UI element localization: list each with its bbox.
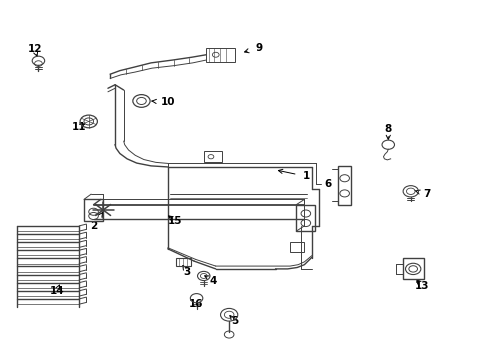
- Bar: [337, 166, 351, 205]
- Text: 7: 7: [414, 189, 429, 199]
- Text: 6: 6: [324, 179, 331, 189]
- Bar: [176, 258, 190, 266]
- Text: 4: 4: [204, 275, 217, 285]
- Text: 11: 11: [72, 122, 86, 132]
- Text: 3: 3: [183, 266, 190, 277]
- Bar: [203, 151, 222, 162]
- Bar: [289, 242, 304, 252]
- Text: 9: 9: [244, 43, 262, 53]
- Text: 12: 12: [27, 45, 42, 56]
- Text: 10: 10: [152, 98, 175, 107]
- Text: 14: 14: [49, 285, 64, 296]
- Bar: [84, 199, 103, 221]
- Text: 13: 13: [414, 280, 428, 291]
- Bar: [296, 205, 315, 231]
- Bar: [402, 258, 424, 279]
- Text: 15: 15: [167, 216, 182, 226]
- Bar: [206, 48, 234, 62]
- Text: 2: 2: [90, 213, 102, 231]
- Text: 1: 1: [278, 169, 310, 181]
- Text: 8: 8: [384, 124, 391, 139]
- Text: 5: 5: [229, 316, 238, 326]
- Text: 16: 16: [188, 299, 203, 309]
